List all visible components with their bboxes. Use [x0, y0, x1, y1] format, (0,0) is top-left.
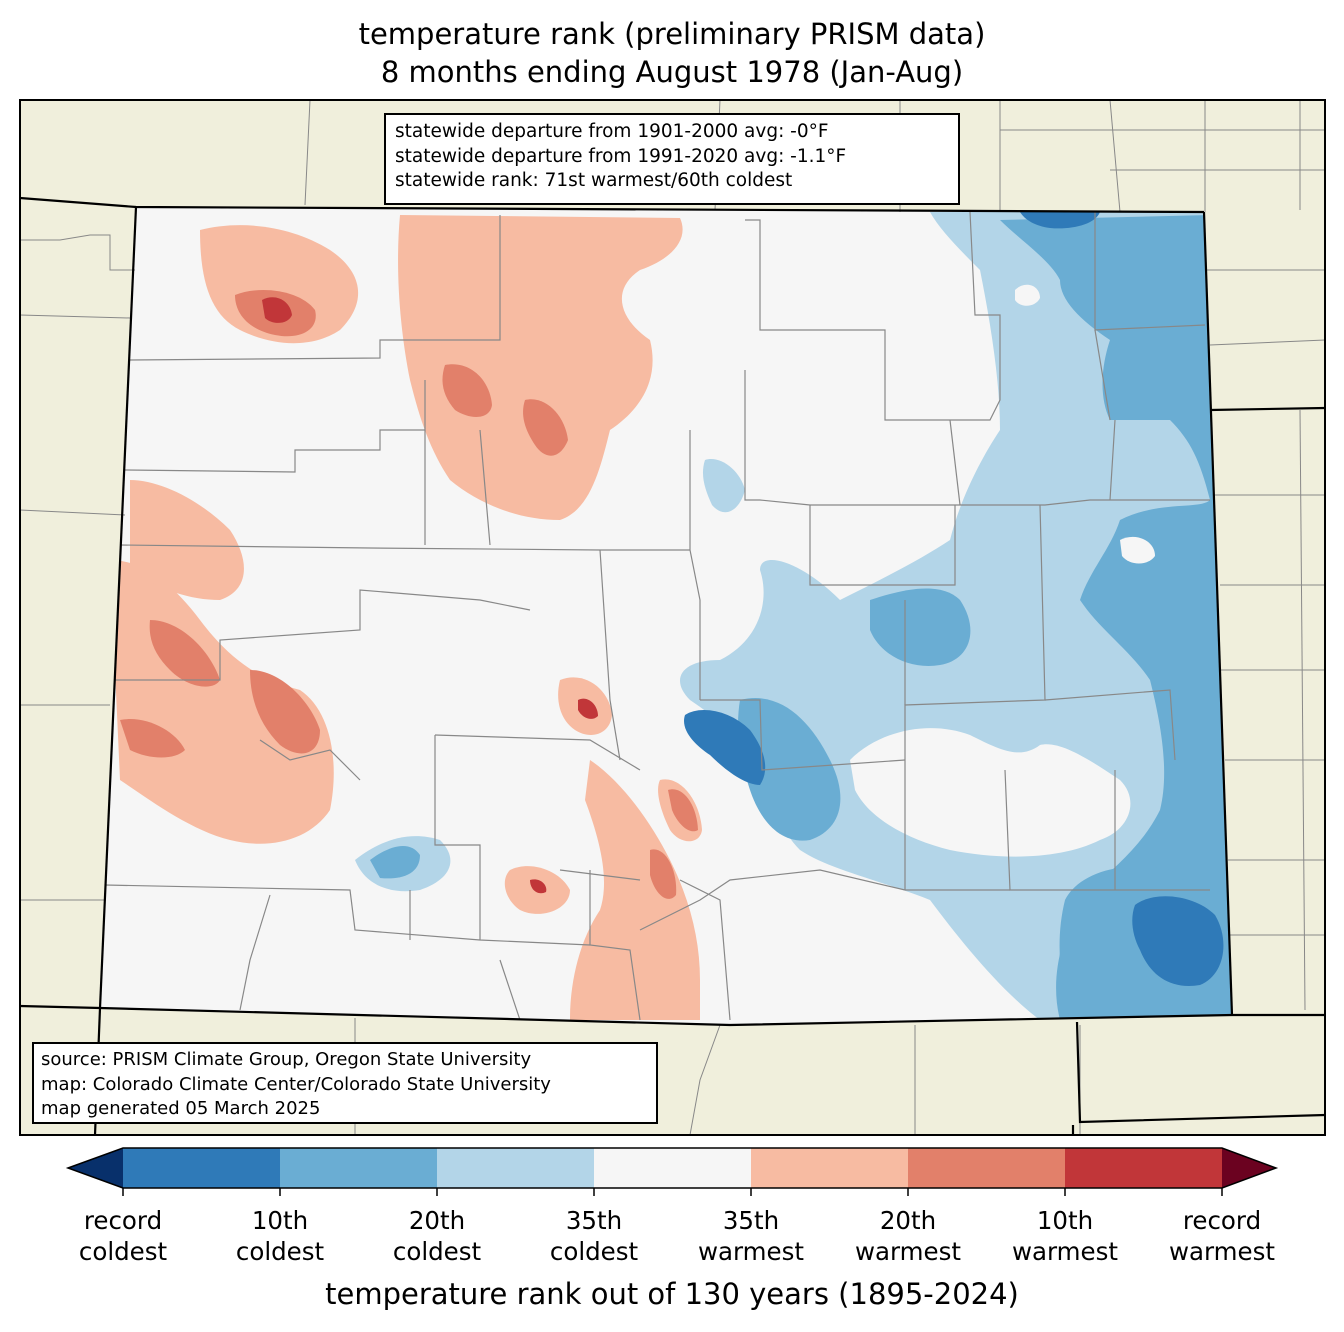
strong-cool-center: [684, 710, 766, 785]
rank-shading: [110, 212, 1232, 1020]
record-warm-northwest: [262, 297, 292, 323]
warm-region-northwest: [200, 225, 359, 344]
colorbar-bin: [751, 1148, 909, 1188]
strong-cool-northeast: [1020, 212, 1100, 229]
colorbar-tick-label: 35th coldest: [549, 1206, 639, 1266]
record-warm-center: [578, 698, 598, 719]
moderate-cool-center-east: [870, 588, 971, 666]
strong-cool-southeast: [1132, 896, 1224, 986]
colorbar-bin: [280, 1148, 438, 1188]
colorbar-tick-label: 10th warmest: [1011, 1206, 1118, 1266]
strong-warm-north-central-2: [523, 399, 568, 456]
colorbar-title: temperature rank out of 130 years (1895-…: [325, 1277, 1019, 1311]
colorbar-bin: [594, 1148, 752, 1188]
cool-region-frontrange: [702, 459, 745, 513]
colorbar-bin: [123, 1148, 281, 1188]
source-box: source: PRISM Climate Group, Oregon Stat…: [32, 1042, 658, 1124]
colorbar: [65, 1147, 1279, 1196]
warm-region-south-central: [570, 760, 700, 1020]
colorbar-tick-label: record coldest: [78, 1206, 168, 1266]
moderate-cool-east: [1000, 215, 1232, 1020]
colorbar-extension-cold: [68, 1148, 123, 1188]
warm-region-west-north: [130, 480, 244, 600]
statewide-stats-box: statewide departure from 1901-2000 avg: …: [384, 113, 960, 205]
colorbar-bin: [437, 1148, 595, 1188]
source-generated-date: map generated 05 March 2025: [41, 1098, 321, 1119]
county-lines: [104, 211, 1210, 1021]
strong-warm-north-central: [442, 364, 492, 417]
warm-region-north-central: [398, 215, 683, 520]
colorbar-extension-warm: [1222, 1148, 1276, 1188]
record-warm-south: [530, 879, 547, 894]
moderate-cool-southeast: [738, 698, 841, 841]
neutral-patch-east-small-2: [1120, 536, 1155, 564]
neutral-patch-east-center: [850, 728, 1131, 857]
colorbar-tick-label: 35th warmest: [697, 1206, 804, 1266]
stats-statewide-rank: statewide rank: 71st warmest/60th coldes…: [395, 170, 793, 191]
map-title-line1: temperature rank (preliminary PRISM data…: [358, 17, 986, 51]
state-borders: [20, 196, 1325, 1135]
map-title-line2: 8 months ending August 1978 (Jan-Aug): [380, 55, 964, 89]
stats-departure-1901-2000: statewide departure from 1901-2000 avg: …: [395, 121, 829, 142]
moderate-cool-southwest: [370, 845, 420, 879]
strong-warm-west-1: [149, 620, 220, 687]
colorbar-tick-label: 20th coldest: [392, 1206, 482, 1266]
neutral-patch-east-small: [1015, 284, 1040, 306]
strong-warm-west-3: [120, 719, 185, 758]
strong-warm-west-2: [250, 670, 320, 754]
stats-departure-1991-2020: statewide departure from 1991-2020 avg: …: [395, 145, 847, 167]
strong-warm-south: [650, 849, 677, 899]
source-map-credit: map: Colorado Climate Center/Colorado St…: [41, 1073, 551, 1095]
colorbar-bin: [908, 1148, 1066, 1188]
strong-warm-east: [668, 789, 698, 832]
colorbar-tick-label: 10th coldest: [235, 1206, 325, 1266]
colorbar-tick-label: record warmest: [1168, 1206, 1275, 1266]
map-frame: [19, 99, 1326, 1136]
colorbar-tick-label: 20th warmest: [854, 1206, 961, 1266]
source-prism: source: PRISM Climate Group, Oregon Stat…: [41, 1049, 532, 1070]
colorbar-bin: [1065, 1148, 1223, 1188]
